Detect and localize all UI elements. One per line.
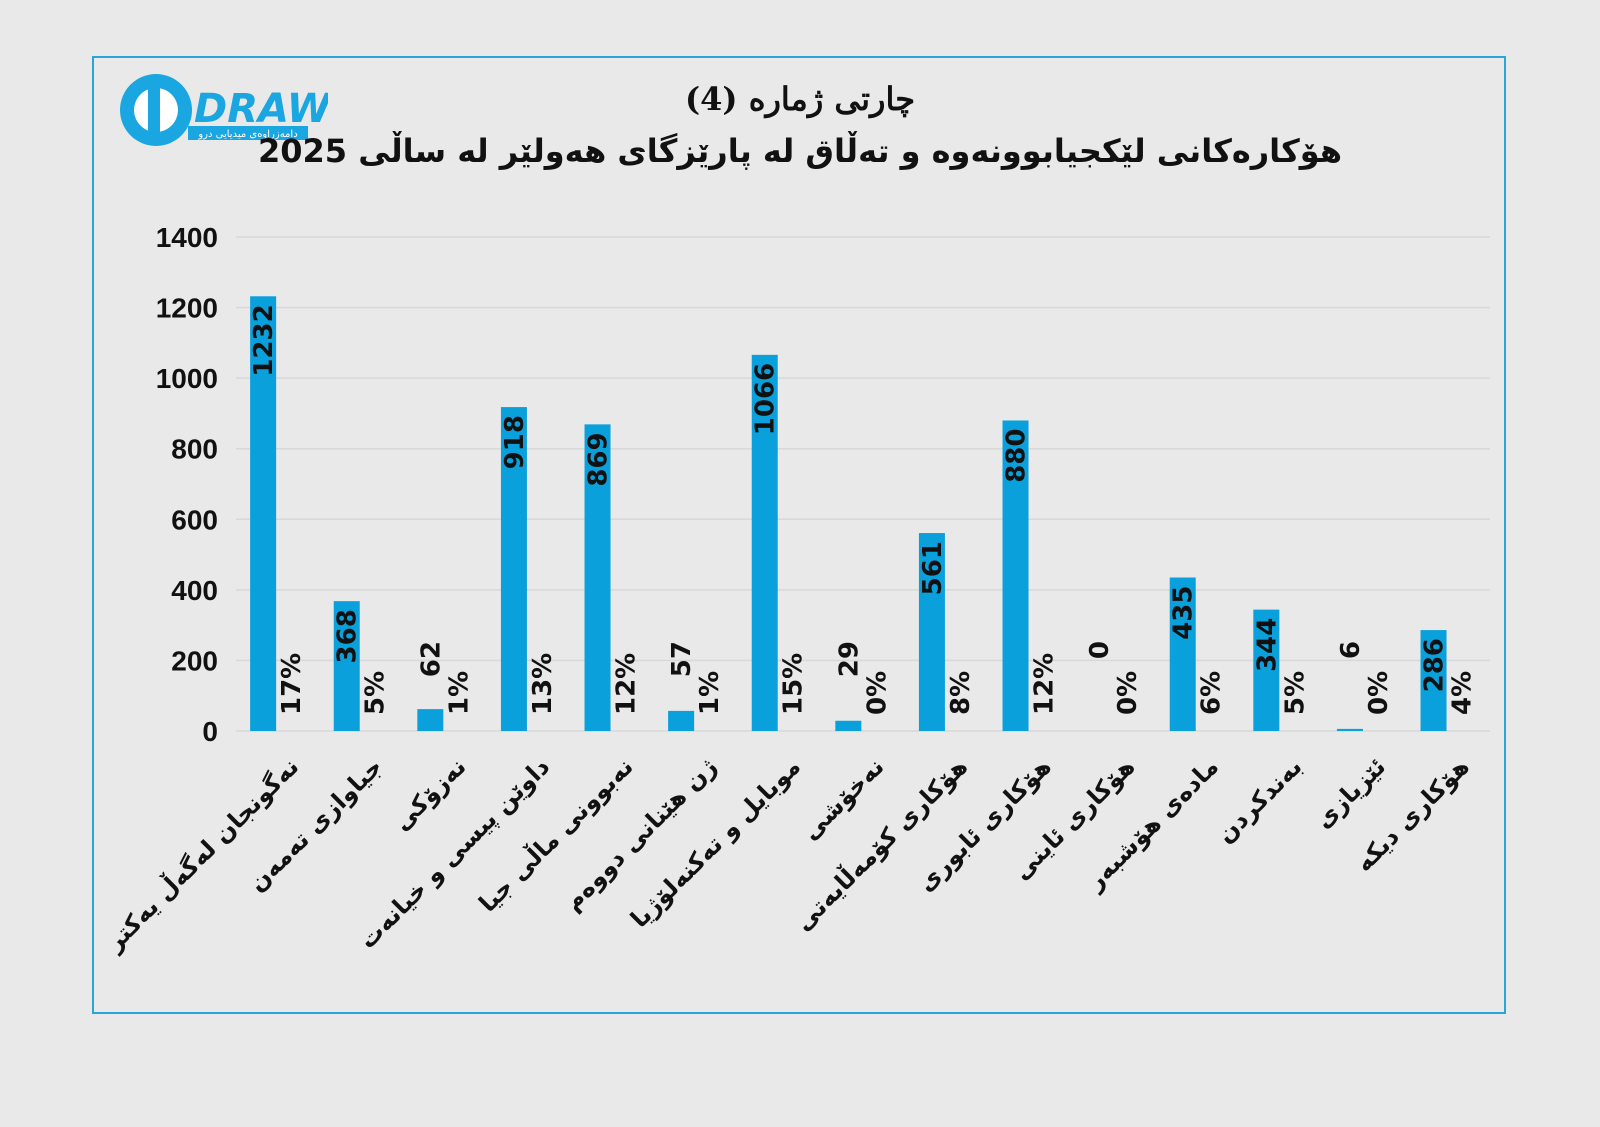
bar: [918, 533, 945, 731]
bar: [500, 407, 527, 731]
y-tick-label: 1400: [156, 222, 218, 253]
value-label: 869: [584, 432, 614, 486]
y-axis-ticks: 0 200 400 600 800 1000 1200 1400: [156, 222, 218, 747]
percent-label: 17%: [277, 653, 307, 715]
bar: [1336, 728, 1363, 731]
chart-title: چارتی ژمارە (4): [685, 80, 915, 118]
percent-label: 8%: [946, 671, 976, 715]
chart-subtitle: هۆکارەکانی لێکجیابوونەوە و تەڵاق لە پارێ…: [258, 132, 1342, 170]
bar: [584, 424, 611, 731]
value-label: 286: [1420, 638, 1450, 692]
percent-label: 1%: [695, 671, 725, 715]
value-label: 880: [1002, 428, 1032, 482]
bar: [1420, 630, 1447, 731]
y-tick-label: 1000: [156, 363, 218, 394]
percent-label: 15%: [779, 653, 809, 715]
value-label: 6: [1336, 641, 1366, 659]
value-label: 1066: [751, 363, 781, 435]
value-label: 1232: [249, 304, 279, 376]
percent-label: 12%: [1030, 653, 1060, 715]
percent-label: 5%: [361, 671, 391, 715]
chart-frame: [92, 56, 1506, 1014]
category-label: نەبوونی ماڵی جیا: [472, 751, 639, 918]
category-label: موبایل و تەکنەلۆژیا: [625, 752, 806, 933]
percent-label: 0%: [1113, 671, 1143, 715]
bar: [1002, 420, 1029, 731]
value-label: 561: [918, 541, 948, 595]
category-label: بەندکردن: [1211, 752, 1307, 848]
bar: [333, 601, 360, 731]
y-tick-label: 1200: [156, 293, 218, 324]
logo-subtext: دامەزراوەی میدیایی درو: [197, 129, 297, 140]
logo-text: DRAW: [194, 86, 328, 132]
value-label: 0: [1085, 641, 1115, 659]
percent-label: 4%: [1448, 671, 1478, 715]
category-label: ئێزیازی: [1309, 752, 1391, 834]
value-label: 57: [667, 641, 697, 677]
y-tick-label: 800: [171, 434, 218, 465]
value-label: 29: [834, 641, 864, 677]
logo-d-stem: [148, 88, 160, 132]
bar: [1253, 609, 1280, 731]
category-label: ژن هێنانی دووەم: [559, 752, 723, 916]
value-label: 368: [333, 609, 363, 663]
gridlines: [236, 236, 1490, 732]
percent-label: 6%: [1197, 671, 1227, 715]
value-label: 62: [416, 641, 446, 677]
percent-label: 12%: [612, 653, 642, 715]
bar: [751, 354, 778, 731]
bars: [250, 296, 1447, 731]
percent-label: 13%: [528, 653, 558, 715]
y-tick-label: 400: [171, 575, 218, 606]
bar: [417, 709, 444, 731]
percent-label: 0%: [1364, 671, 1394, 715]
category-label: نەزۆکی: [388, 752, 472, 836]
bar: [668, 710, 695, 731]
value-label: 918: [500, 415, 530, 469]
bar: [250, 296, 277, 731]
logo-subtext-band: [188, 126, 308, 140]
percent-label: 5%: [1280, 671, 1310, 715]
bar: [1169, 577, 1196, 731]
bar: [835, 720, 862, 731]
y-tick-label: 0: [202, 716, 218, 747]
y-tick-label: 600: [171, 504, 218, 535]
percent-label: 0%: [862, 671, 892, 715]
y-tick-label: 200: [171, 645, 218, 676]
percent-label: 1%: [444, 671, 474, 715]
value-label: 435: [1169, 586, 1199, 640]
draw-logo: DRAW دامەزراوەی میدیایی درو: [120, 74, 328, 146]
value-label: 344: [1252, 618, 1282, 672]
